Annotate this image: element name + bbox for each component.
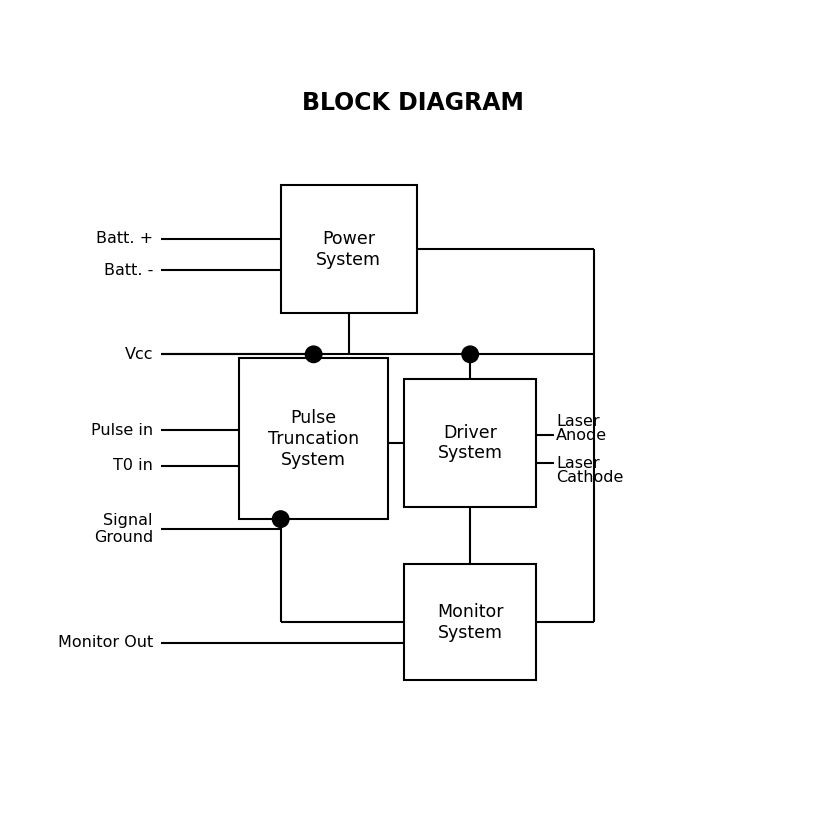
Text: Driver
System: Driver System (438, 424, 502, 462)
Text: Power
System: Power System (316, 230, 381, 269)
Text: BLOCK DIAGRAM: BLOCK DIAGRAM (302, 91, 523, 115)
Circle shape (305, 346, 322, 363)
Text: Batt. -: Batt. - (104, 263, 153, 278)
Text: T0 in: T0 in (113, 458, 153, 473)
Text: Laser: Laser (556, 414, 600, 428)
Text: Laser: Laser (556, 456, 600, 471)
Text: Pulse in: Pulse in (91, 423, 153, 438)
Text: Signal
Ground: Signal Ground (94, 513, 153, 545)
FancyBboxPatch shape (404, 564, 536, 680)
Text: Batt. +: Batt. + (96, 232, 153, 246)
Text: Vcc: Vcc (125, 347, 153, 362)
Circle shape (272, 511, 289, 527)
Text: Pulse
Truncation
System: Pulse Truncation System (268, 409, 359, 469)
FancyBboxPatch shape (404, 379, 536, 507)
Text: Monitor
System: Monitor System (437, 602, 503, 642)
FancyBboxPatch shape (239, 358, 388, 519)
Text: Cathode: Cathode (556, 470, 623, 485)
Text: Anode: Anode (556, 428, 607, 442)
Text: Monitor Out: Monitor Out (58, 635, 153, 650)
Circle shape (462, 346, 478, 363)
FancyBboxPatch shape (280, 185, 417, 313)
